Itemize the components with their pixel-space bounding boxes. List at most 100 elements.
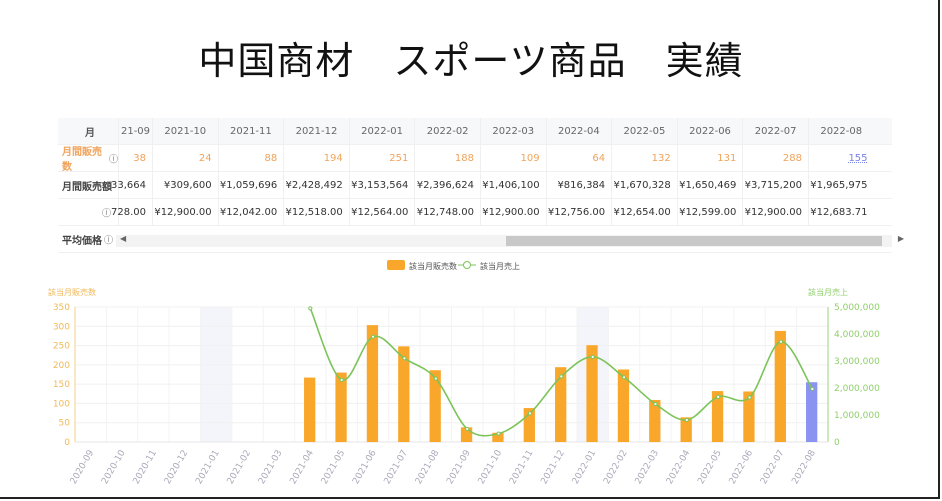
line-point [684,417,689,423]
month-header: 2022-02 [414,118,480,144]
line-point [402,356,407,361]
x-tick-label: 2021-07 [383,449,410,487]
x-tick-label: 2020-12 [163,449,190,487]
bar [743,391,755,442]
table-cell: ¥309,600 [152,172,218,198]
table-cell: ¥1,059,696 [217,172,284,198]
table-cell: ¥12,900.00 [152,199,218,225]
cell-value: ¥2,428,492 [285,179,343,191]
line-point [621,375,627,380]
x-tick-label: 2021-01 [194,449,221,487]
table-cell: 88 [217,145,284,171]
table-row: 月間販売額 33,664 ¥309,600 ¥1,059,696 ¥2,428,492 ¥… [58,172,892,199]
table-cell: ¥12,564.00 [348,199,415,225]
table-cell: 109 [479,145,546,171]
cell-value: 88 [264,152,278,164]
x-tick-label: 2021-06 [351,448,379,486]
row-label-text: 月間販売額 [62,181,112,193]
y-tick-label: 350 [53,303,70,313]
bar [523,408,535,442]
line-point [653,401,658,407]
bar [304,377,316,442]
cell-value: 194 [323,152,343,164]
table-row: 平均価格 ⓘ [58,226,892,253]
table-cell: 24 [152,145,218,171]
table-cell: ¥816,384 [545,172,612,198]
table-cell: 728.00 [111,199,152,225]
table-row: 月間販売数 ⓘ 38 24 88 194 251 188 109 64 132 131 288 155 [58,145,892,173]
highlight-band [200,307,232,442]
month-header: 2022-08 [807,118,874,144]
x-tick-label: 2022-06 [728,448,756,486]
cell-value: ¥12,042.00 [219,206,278,218]
row-label: 月間販売額 [58,172,118,198]
x-tick-label: 2020-10 [100,448,128,486]
month-header: 2022-03 [479,118,546,144]
cell-value: 188 [454,152,474,164]
line-point [496,431,501,436]
scroll-right-icon[interactable]: ▶ [897,234,904,243]
y2-tick-label: 3,000,000 [834,357,880,367]
month-header: 2021-12 [283,118,349,144]
y2-axis-title: 該当月売上 [808,287,848,297]
table-cell: ¥1,406,100 [479,172,546,198]
line-point [747,395,752,400]
cell-value: ¥309,600 [163,179,212,191]
y-tick-label: 200 [53,361,70,371]
table-cell: ¥12,683.71 [807,199,874,225]
row-label-text: 平均価格 [62,235,102,247]
bar [335,372,347,442]
table-cell: ¥2,396,624 [414,172,480,198]
month-header: 2021-11 [217,118,284,144]
bar [806,382,818,442]
y2-tick-label: 0 [834,438,840,448]
month-header: 2022-05 [611,118,677,144]
scrollbar-thumb[interactable] [506,236,882,246]
cell-value: 288 [782,152,802,164]
x-tick-label: 2021-12 [539,449,566,487]
x-tick-label: 2021-02 [226,449,253,487]
y-tick-label: 150 [53,380,70,390]
line-point [590,354,595,359]
bar [711,391,724,442]
question-circle-icon[interactable]: ⓘ [108,154,118,165]
y2-tick-label: 4,000,000 [834,330,880,340]
horizontal-scrollbar[interactable]: ◀ ▶ [116,234,904,247]
table-cell: ¥1,965,975 [807,172,874,198]
bar [774,330,786,442]
question-circle-icon[interactable]: ⓘ [104,235,114,246]
question-circle-icon[interactable]: ⓘ [102,208,112,219]
bar [398,346,410,442]
x-tick-label: 2021-04 [288,448,316,486]
table-cell: ¥12,654.00 [611,199,677,225]
table-cell: ¥12,042.00 [217,199,284,225]
x-tick-label: 2021-11 [508,449,535,487]
x-tick-label: 2022-03 [634,449,661,487]
row-label: ⓘ [58,199,118,225]
table-cell: 131 [676,145,743,171]
row-label: 平均価格 ⓘ [58,226,118,252]
y2-tick-label: 2,000,000 [834,384,880,394]
line-point [810,386,815,392]
cell-value: ¥2,396,624 [416,179,474,191]
cell-value: ¥1,650,469 [679,179,737,191]
row-label: 月間販売数 ⓘ [58,145,118,173]
month-header: 2022-04 [545,118,612,144]
scroll-left-icon[interactable]: ◀ [120,234,127,243]
x-tick-label: 2021-05 [320,449,347,487]
x-tick-label: 2021-08 [414,448,442,486]
cell-value: 251 [389,152,409,164]
x-tick-label: 2021-10 [477,448,505,486]
bar [492,432,504,442]
line-point [370,334,376,339]
legend-label: 該当月売上 [480,261,520,271]
table-cell: ¥12,756.00 [545,199,612,225]
x-tick-label: 2022-02 [602,449,629,487]
cell-value: 24 [198,152,212,164]
cell-value: ¥12,564.00 [351,206,409,218]
legend-label: 該当月販売数 [409,261,457,271]
table-cell: 194 [283,145,349,171]
y2-tick-label: 5,000,000 [834,303,880,313]
line-point [716,394,721,400]
